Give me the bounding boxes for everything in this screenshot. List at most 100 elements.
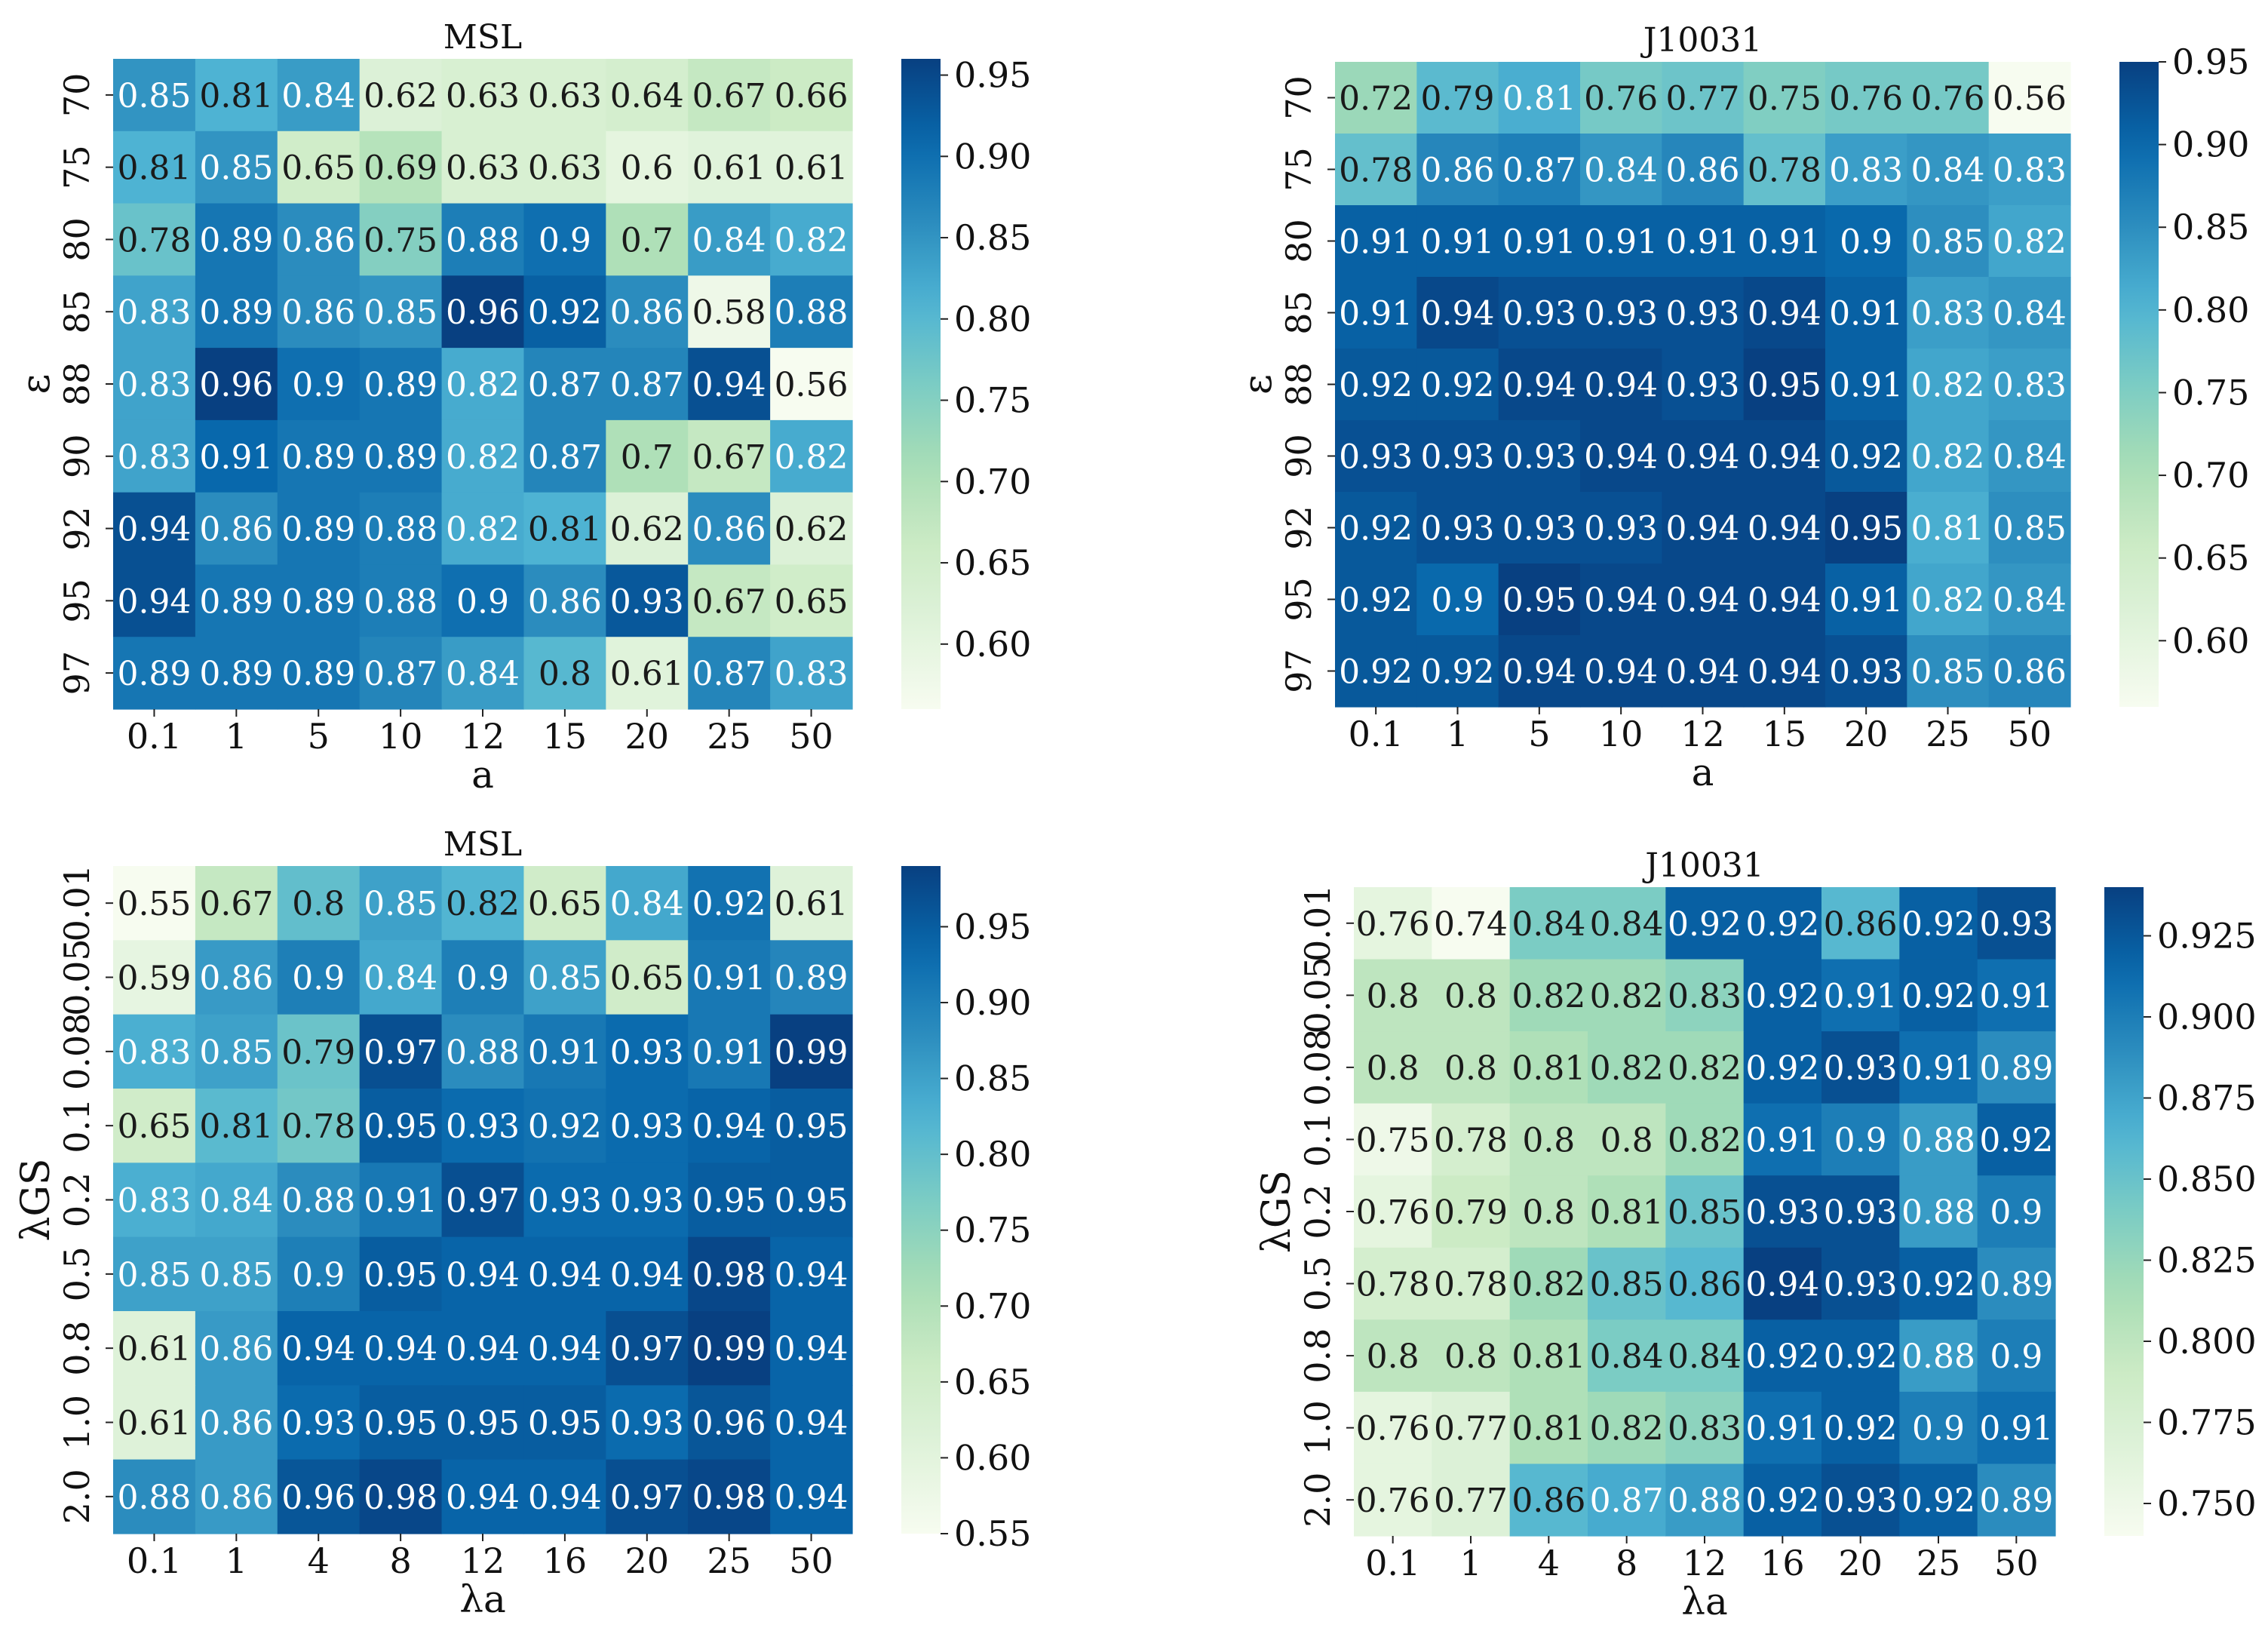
heatmap-cell xyxy=(195,492,278,566)
cell-value-label: 0.98 xyxy=(364,1479,437,1517)
heatmap-cell xyxy=(523,1459,606,1534)
heatmap-cell xyxy=(1662,62,1745,134)
colorbar-tick-label: 0.85 xyxy=(954,1058,1031,1099)
cell-value-label: 0.89 xyxy=(199,221,273,260)
cell-value-label: 0.95 xyxy=(364,1107,437,1146)
heatmap-cell xyxy=(1743,1031,1822,1104)
cell-value-label: 0.82 xyxy=(446,438,520,477)
cell-value-label: 0.93 xyxy=(1502,510,1576,548)
heatmap-cell xyxy=(606,492,689,566)
cell-value-label: 0.82 xyxy=(446,885,520,923)
heatmap-cell xyxy=(1416,277,1499,349)
x-tick-label: 25 xyxy=(707,1540,751,1581)
y-tick-label: 0.2 xyxy=(57,1172,97,1227)
cell-value-label: 0.96 xyxy=(199,366,273,404)
cell-value-label: 0.8 xyxy=(1600,1121,1653,1159)
cell-value-label: 0.89 xyxy=(281,582,355,621)
cell-value-label: 0.86 xyxy=(1824,905,1898,944)
chart-title: MSL xyxy=(443,18,522,57)
cell-value-label: 0.92 xyxy=(1979,1121,2053,1159)
cell-value-label: 0.76 xyxy=(1356,1193,1430,1232)
cell-value-label: 0.96 xyxy=(446,293,520,332)
colorbar-tick-label: 0.90 xyxy=(954,982,1031,1023)
heatmap-cell xyxy=(1354,1319,1432,1393)
cell-value-label: 0.8 xyxy=(1367,977,1419,1015)
x-tick-label: 20 xyxy=(1838,1543,1883,1583)
cell-value-label: 0.93 xyxy=(1824,1266,1898,1304)
heatmap-cell xyxy=(770,1236,853,1312)
heatmap-cell xyxy=(277,1311,361,1386)
heatmap-cell xyxy=(1432,959,1511,1032)
y-tick-label: 70 xyxy=(57,73,97,118)
cell-value-label: 0.95 xyxy=(1829,510,1903,548)
heatmap-cell xyxy=(1743,887,1822,960)
x-tick-label: 0.1 xyxy=(127,1540,182,1581)
cell-value-label: 0.82 xyxy=(1511,1266,1585,1304)
cell-value-label: 0.95 xyxy=(1502,582,1576,620)
colorbar-tick-label: 0.80 xyxy=(2172,290,2249,330)
cell-value-label: 0.94 xyxy=(117,511,191,549)
colorbar-tick-label: 0.875 xyxy=(2157,1078,2257,1119)
heatmap-cell xyxy=(1588,959,1666,1032)
heatmap-cell xyxy=(688,1089,771,1163)
x-tick-label: 20 xyxy=(1844,714,1889,754)
cell-value-label: 0.84 xyxy=(610,885,684,923)
cell-value-label: 0.86 xyxy=(199,1479,273,1517)
y-tick-label: 85 xyxy=(57,290,97,334)
heatmap-cell xyxy=(113,866,196,941)
heatmap-cell xyxy=(195,564,278,637)
x-tick-label: 12 xyxy=(1683,1543,1727,1583)
heatmap-cell xyxy=(441,1385,525,1460)
cell-value-label: 0.83 xyxy=(1668,1410,1742,1448)
cell-value-label: 0.65 xyxy=(281,149,355,188)
heatmap-cell xyxy=(1416,349,1499,421)
heatmap-cell xyxy=(688,564,771,637)
heatmap-cell xyxy=(606,348,689,421)
cell-value-label: 0.82 xyxy=(1911,367,1985,405)
heatmap-cell xyxy=(1354,1391,1432,1465)
cell-value-label: 0.88 xyxy=(364,511,437,549)
heatmap-cell xyxy=(1665,1391,1745,1465)
cell-value-label: 0.94 xyxy=(1584,438,1658,477)
cell-value-label: 0.94 xyxy=(1502,367,1576,405)
y-tick-label: 92 xyxy=(57,506,97,551)
heatmap-cell xyxy=(770,203,853,276)
cell-value-label: 0.85 xyxy=(117,77,191,115)
heatmap-cell xyxy=(770,637,853,710)
cell-value-label: 0.98 xyxy=(692,1256,766,1295)
cell-value-label: 0.9 xyxy=(1990,1193,2042,1232)
colorbar-tick-label: 0.825 xyxy=(2157,1240,2257,1281)
cell-value-label: 0.9 xyxy=(1834,1121,1887,1159)
heatmap-cell xyxy=(359,275,443,349)
cell-value-label: 0.9 xyxy=(292,366,345,404)
cell-value-label: 0.91 xyxy=(1666,223,1740,262)
heatmap-cell xyxy=(277,1236,361,1312)
cell-value-label: 0.83 xyxy=(117,1033,191,1072)
heatmap-cell xyxy=(523,1311,606,1386)
heatmap-cell xyxy=(1988,492,2071,564)
x-tick-label: 0.1 xyxy=(127,716,182,757)
heatmap-cell xyxy=(113,1385,196,1460)
heatmap-cell xyxy=(1498,349,1581,421)
heatmap-cell xyxy=(441,1236,525,1312)
heatmap-cell xyxy=(1498,134,1581,206)
heatmap-cell xyxy=(1907,277,1990,349)
cell-value-label: 0.92 xyxy=(1745,1482,1819,1520)
heatmap-cell xyxy=(1899,1103,1978,1176)
cell-value-label: 0.89 xyxy=(281,655,355,693)
cell-value-label: 0.94 xyxy=(1584,582,1658,620)
cell-value-label: 0.93 xyxy=(1824,1193,1898,1232)
cell-value-label: 0.69 xyxy=(364,149,437,188)
y-tick-label: 2.0 xyxy=(57,1469,97,1524)
cell-value-label: 0.89 xyxy=(199,582,273,621)
cell-value-label: 0.92 xyxy=(692,885,766,923)
heatmap-cell xyxy=(1825,205,1907,278)
cell-value-label: 0.89 xyxy=(775,960,849,998)
heatmap-cell xyxy=(770,1385,853,1460)
heatmap-cell xyxy=(1498,420,1581,493)
cell-value-label: 0.93 xyxy=(1824,1049,1898,1088)
cell-value-label: 0.83 xyxy=(1829,152,1903,190)
heatmap-panel-2: 0.72 0.79 0.81 0.76 0.77 0.75 0.76 0.76 0.560.78… xyxy=(1235,21,2249,794)
heatmap-cell xyxy=(1743,1175,1822,1248)
heatmap-cell xyxy=(1988,205,2071,278)
